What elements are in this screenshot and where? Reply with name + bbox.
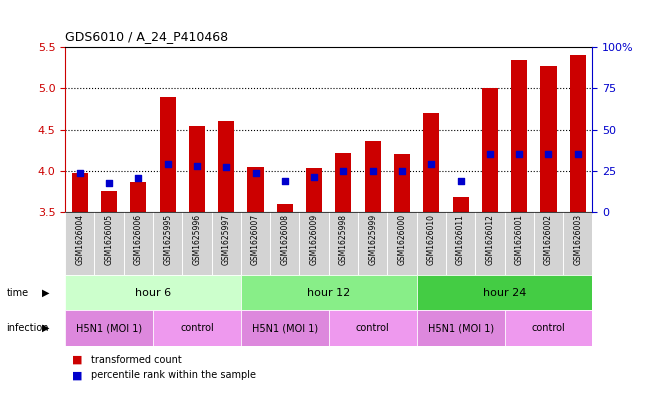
Text: infection: infection (7, 323, 49, 333)
Bar (511, 60, 527, 212)
Bar (394, 154, 410, 212)
Text: GSM1626009: GSM1626009 (310, 214, 318, 265)
Bar (417, 275, 592, 310)
Bar (482, 88, 498, 212)
Text: GSM1625996: GSM1625996 (193, 214, 201, 265)
Text: hour 24: hour 24 (483, 288, 526, 298)
Bar (534, 212, 563, 275)
Bar (563, 212, 592, 275)
Text: GSM1626011: GSM1626011 (456, 214, 465, 265)
Bar (365, 141, 381, 212)
Bar (358, 212, 387, 275)
Bar (335, 153, 352, 212)
Bar (241, 310, 329, 346)
Bar (505, 310, 592, 346)
Bar (65, 310, 153, 346)
Point (280, 178, 290, 184)
Point (163, 161, 173, 167)
Bar (299, 212, 329, 275)
Point (74, 170, 85, 176)
Bar (423, 113, 439, 212)
Bar (65, 275, 241, 310)
Bar (94, 212, 124, 275)
Point (396, 168, 408, 174)
Text: time: time (7, 288, 29, 298)
Bar (101, 191, 117, 212)
Text: GSM1625995: GSM1625995 (163, 214, 172, 265)
Bar (417, 310, 505, 346)
Bar (306, 169, 322, 212)
Text: GSM1626000: GSM1626000 (398, 214, 406, 265)
Text: hour 6: hour 6 (135, 288, 171, 298)
Bar (72, 173, 88, 212)
Bar (241, 275, 417, 310)
Text: GSM1626012: GSM1626012 (486, 214, 494, 265)
Text: GSM1626005: GSM1626005 (105, 214, 113, 265)
Point (191, 163, 202, 169)
Text: H5N1 (MOI 1): H5N1 (MOI 1) (76, 323, 142, 333)
Text: GSM1625999: GSM1625999 (368, 214, 377, 265)
Point (572, 151, 583, 158)
Text: GSM1626006: GSM1626006 (134, 214, 143, 265)
Text: control: control (180, 323, 214, 333)
Bar (153, 310, 241, 346)
Point (514, 151, 524, 158)
Point (543, 151, 553, 158)
Point (133, 174, 143, 181)
Bar (446, 212, 475, 275)
Text: hour 12: hour 12 (307, 288, 350, 298)
Bar (277, 204, 293, 212)
Bar (130, 182, 146, 212)
Text: H5N1 (MOI 1): H5N1 (MOI 1) (252, 323, 318, 333)
Text: GSM1626010: GSM1626010 (427, 214, 436, 265)
Bar (570, 55, 586, 212)
Text: GSM1625997: GSM1625997 (222, 214, 230, 265)
Bar (329, 310, 417, 346)
Bar (540, 66, 557, 212)
Point (250, 170, 260, 176)
Point (104, 179, 115, 185)
Text: percentile rank within the sample: percentile rank within the sample (91, 370, 256, 380)
Bar (329, 212, 358, 275)
Point (339, 168, 349, 174)
Text: transformed count: transformed count (91, 354, 182, 365)
Text: GSM1625998: GSM1625998 (339, 214, 348, 265)
Bar (387, 212, 417, 275)
Bar (452, 197, 469, 212)
Bar (124, 212, 153, 275)
Text: GSM1626002: GSM1626002 (544, 214, 553, 265)
Bar (475, 212, 505, 275)
Bar (417, 212, 446, 275)
Point (309, 174, 319, 180)
Bar (189, 126, 205, 212)
Point (367, 168, 378, 174)
Text: GSM1626001: GSM1626001 (515, 214, 523, 265)
Text: GSM1626004: GSM1626004 (76, 214, 84, 265)
Text: H5N1 (MOI 1): H5N1 (MOI 1) (428, 323, 493, 333)
Text: GSM1626007: GSM1626007 (251, 214, 260, 265)
Text: GSM1626008: GSM1626008 (281, 214, 289, 265)
Point (221, 164, 232, 170)
Bar (218, 121, 234, 212)
Point (426, 161, 436, 167)
Point (484, 151, 495, 158)
Bar (505, 212, 534, 275)
Bar (153, 212, 182, 275)
Text: GSM1626003: GSM1626003 (574, 214, 582, 265)
Bar (241, 212, 270, 275)
Bar (65, 212, 94, 275)
Text: ▶: ▶ (42, 288, 50, 298)
Text: control: control (356, 323, 389, 333)
Text: control: control (532, 323, 565, 333)
Bar (212, 212, 241, 275)
Text: ▶: ▶ (42, 323, 50, 333)
Text: ■: ■ (72, 354, 82, 365)
Bar (247, 167, 264, 212)
Bar (270, 212, 299, 275)
Bar (159, 97, 176, 212)
Bar (182, 212, 212, 275)
Text: GDS6010 / A_24_P410468: GDS6010 / A_24_P410468 (65, 30, 229, 43)
Point (455, 178, 465, 184)
Text: ■: ■ (72, 370, 82, 380)
